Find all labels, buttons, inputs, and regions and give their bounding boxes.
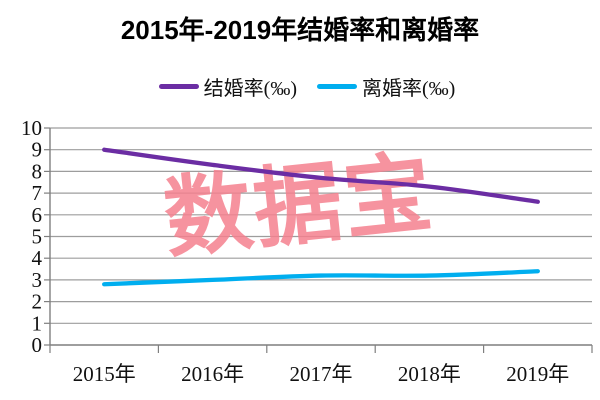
series-line-divorce-rate [102,269,540,287]
y-axis-tick-label: 10 [21,116,42,140]
y-axis-tick-label: 3 [32,268,43,292]
legend-item-divorce-rate: 离婚率(‰) [317,72,455,101]
y-axis-tick-label: 8 [32,159,43,183]
x-axis-tick-label: 2015年 [73,362,136,386]
x-axis-tick-label: 2017年 [290,362,353,386]
legend-label-divorce-rate: 离婚率(‰) [362,78,456,100]
legend-label-marriage-rate: 结婚率(‰) [203,78,297,100]
series-line-marriage-rate [102,147,540,204]
chart-legend: 结婚率(‰) 离婚率(‰) [0,72,600,101]
watermark-text: 数据宝 [159,142,438,269]
legend-swatch-divorce-rate [317,84,357,89]
y-axis-tick-label: 4 [32,246,43,270]
legend-swatch-marriage-rate [158,84,199,89]
x-axis-tick-label: 2019年 [506,362,569,386]
legend-item-marriage-rate: 结婚率(‰) [158,72,297,101]
x-axis-tick-label: 2016年 [181,362,244,386]
y-axis-tick-label: 6 [32,203,43,227]
y-axis-tick-label: 2 [32,290,43,314]
y-axis-tick-label: 9 [32,138,43,162]
y-axis-tick-label: 1 [32,311,43,335]
y-axis-tick-label: 7 [32,181,43,205]
chart-title: 2015年-2019年结婚率和离婚率 [120,15,480,45]
y-axis-tick-label: 5 [32,225,43,249]
x-axis-tick-label: 2018年 [398,362,461,386]
y-axis-tick-label: 0 [32,333,43,357]
